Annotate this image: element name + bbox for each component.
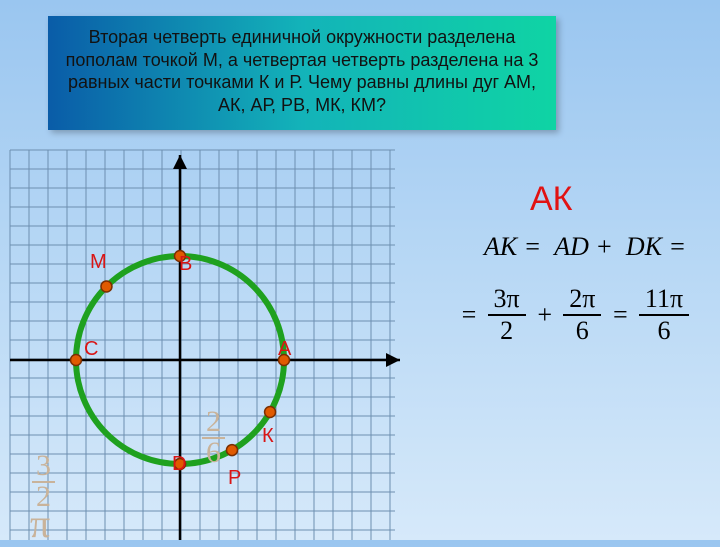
svg-text:М: М [90, 251, 107, 273]
formula-block: AК = AD + DK = = 3π 2 + 2π 6 = 11π 6 [460, 232, 720, 344]
svg-text:B: B [179, 253, 192, 275]
fraction-2: 2π 6 [563, 286, 601, 344]
svg-text:D: D [172, 453, 186, 475]
problem-text: Вторая четверть единичной окружности раз… [66, 27, 539, 115]
problem-banner: Вторая четверть единичной окружности раз… [48, 16, 556, 130]
svg-text:C: C [84, 338, 98, 360]
fraction-1: 3π 2 [488, 286, 526, 344]
svg-text:Р: Р [228, 467, 241, 489]
ghost-fraction-2: 26 [202, 408, 225, 467]
formula-line2: = 3π 2 + 2π 6 = 11π 6 [460, 286, 720, 344]
svg-text:A: A [278, 338, 292, 360]
svg-text:К: К [262, 425, 274, 447]
fraction-result: 11π 6 [639, 286, 689, 344]
arc-name-title: АК [530, 180, 572, 219]
formula-line1: AК = AD + DK = [460, 232, 720, 262]
